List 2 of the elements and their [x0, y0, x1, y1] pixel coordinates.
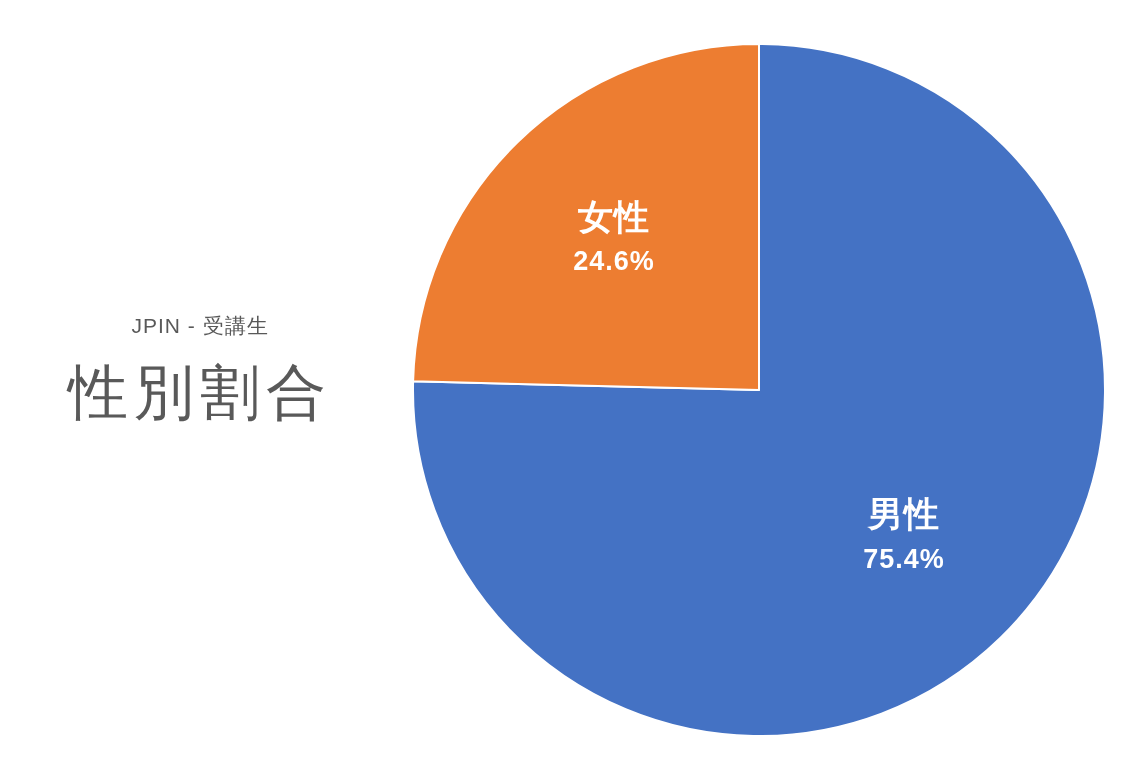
subtitle: JPIN - 受講生 [131, 313, 269, 337]
title: 性別割合 [68, 358, 332, 426]
